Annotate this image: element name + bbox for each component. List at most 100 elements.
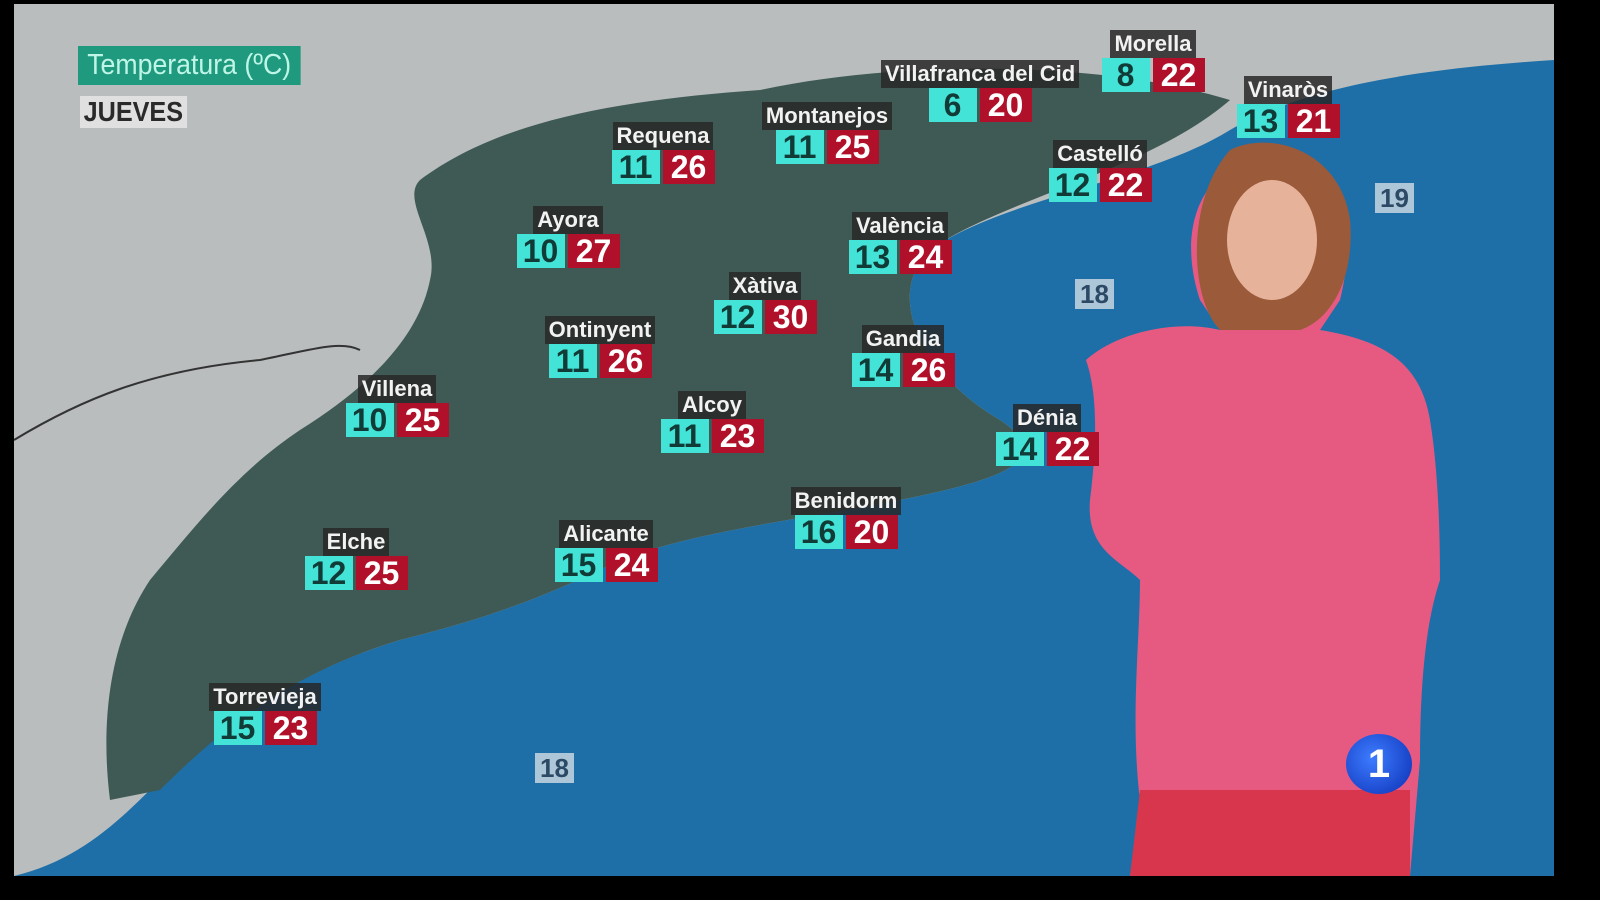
city-label: Villafranca del Cid 6 20 [880,60,1080,122]
city-label: Elche 12 25 [286,528,426,590]
temps: 12 22 [1048,168,1152,202]
min-temp: 12 [713,300,762,334]
city-label: Dénia 14 22 [977,404,1117,466]
city-name: Villafranca del Cid [880,60,1080,88]
city-name: Dénia [1013,404,1081,432]
city-name: València [851,212,949,240]
city-name: Ayora [533,206,603,234]
map-title: Temperatura (ºC) [78,46,301,85]
city-label: Castelló 12 22 [1030,140,1170,202]
city-name: Benidorm [790,487,902,515]
city-label: Xàtiva 12 30 [695,272,835,334]
max-temp: 23 [711,419,764,453]
max-temp: 23 [264,711,317,745]
temps: 13 24 [848,240,952,274]
max-temp: 25 [826,130,879,164]
city-name: Villena [357,375,437,403]
city-label: Alcoy 11 23 [642,391,782,453]
city-label: Gandia 14 26 [833,325,973,387]
max-temp: 24 [605,548,658,582]
city-name: Vinaròs [1243,76,1333,104]
min-temp: 14 [851,353,900,387]
temps: 15 23 [213,711,317,745]
presenter-trousers [1130,790,1410,876]
forecast-day: JUEVES [80,96,187,128]
min-temp: 16 [794,515,843,549]
city-label: Requena 11 26 [593,122,733,184]
temps: 12 25 [304,556,408,590]
temps: 13 21 [1236,104,1340,138]
city-name: Ontinyent [544,316,656,344]
min-temp: 14 [995,432,1044,466]
min-temp: 13 [1236,104,1285,138]
city-name: Xàtiva [728,272,802,300]
min-temp: 8 [1101,58,1150,92]
city-name: Gandia [861,325,945,353]
city-name: Elche [322,528,390,556]
temps: 12 30 [713,300,817,334]
city-label: Montanejos 11 25 [757,102,897,164]
temps: 10 25 [345,403,449,437]
min-temp: 11 [660,419,709,453]
temps: 14 26 [851,353,955,387]
city-label: València 13 24 [830,212,970,274]
channel-logo: 1 [1346,734,1412,794]
min-temp: 11 [611,150,660,184]
presenter [1086,149,1440,876]
city-name: Torrevieja [209,683,321,711]
min-temp: 10 [516,234,565,268]
city-name: Alcoy [678,391,746,419]
temps: 8 22 [1101,58,1205,92]
max-temp: 26 [662,150,715,184]
max-temp: 25 [396,403,449,437]
temps: 15 24 [554,548,658,582]
min-temp: 6 [928,88,977,122]
max-temp: 27 [567,234,620,268]
min-temp: 13 [848,240,897,274]
max-temp: 25 [355,556,408,590]
max-temp: 30 [764,300,817,334]
temps: 14 22 [995,432,1099,466]
max-temp: 26 [599,344,652,378]
temps: 11 23 [660,419,764,453]
max-temp: 22 [1152,58,1205,92]
max-temp: 22 [1046,432,1099,466]
city-name: Alicante [559,520,653,548]
city-name: Castelló [1053,140,1147,168]
city-label: Torrevieja 15 23 [195,683,335,745]
city-label: Ontinyent 11 26 [530,316,670,378]
min-temp: 12 [304,556,353,590]
city-label: Benidorm 16 20 [776,487,916,549]
max-temp: 20 [845,515,898,549]
city-label: Vinaròs 13 21 [1218,76,1358,138]
city-label: Villena 10 25 [327,375,467,437]
city-name: Requena [612,122,714,150]
max-temp: 20 [979,88,1032,122]
min-temp: 15 [554,548,603,582]
min-temp: 12 [1048,168,1097,202]
temps: 10 27 [516,234,620,268]
max-temp: 24 [899,240,952,274]
sea-temp: 18 [535,753,574,783]
city-name: Morella [1110,30,1196,58]
temps: 6 20 [928,88,1032,122]
min-temp: 15 [213,711,262,745]
presenter-face [1227,180,1317,300]
temps: 16 20 [794,515,898,549]
min-temp: 11 [775,130,824,164]
city-label: Alicante 15 24 [536,520,676,582]
city-label: Ayora 10 27 [498,206,638,268]
border-line [13,344,361,441]
temps: 11 26 [611,150,715,184]
city-label: Morella 8 22 [1083,30,1223,92]
temps: 11 26 [548,344,652,378]
city-name: Montanejos [761,102,893,130]
sea-temp: 18 [1075,279,1114,309]
temps: 11 25 [775,130,879,164]
sea-temp: 19 [1375,183,1414,213]
min-temp: 11 [548,344,597,378]
max-temp: 21 [1287,104,1340,138]
max-temp: 22 [1099,168,1152,202]
max-temp: 26 [902,353,955,387]
